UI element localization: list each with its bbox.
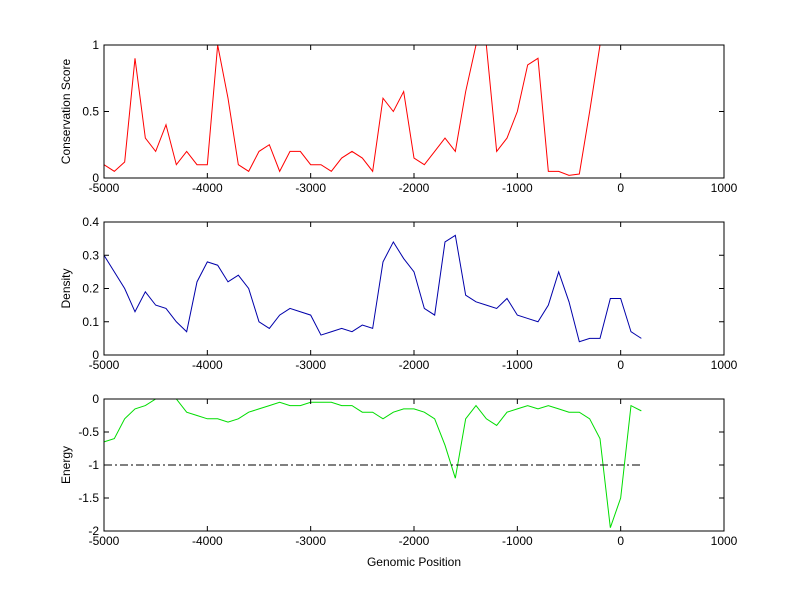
x-tick-label: -3000 [295,181,326,195]
x-tick-label: -2000 [399,534,430,548]
x-tick-label: -5000 [89,358,120,372]
x-tick-label: -5000 [89,534,120,548]
data-line [103,234,642,343]
y-tick-label: -1 [88,458,99,472]
x-tick-label: -1000 [502,358,533,372]
x-tick-label: -2000 [399,358,430,372]
y-tick-label: 0.2 [82,282,99,296]
x-tick-label: 0 [617,358,624,372]
x-tick-label: -5000 [89,181,120,195]
y-tick-label: 0.3 [82,248,99,262]
x-tick-label: 1000 [711,358,738,372]
x-tick-label: -1000 [502,181,533,195]
y-tick-label: 0 [92,392,99,406]
x-tick-label: 0 [617,181,624,195]
x-tick-label: -4000 [192,534,223,548]
x-tick-label: -4000 [192,181,223,195]
x-tick-label: -1000 [502,534,533,548]
y-tick-label: 0 [92,348,99,362]
x-tick-label: 1000 [711,181,738,195]
x-tick-label: 1000 [711,534,738,548]
x-tick-label: 0 [617,534,624,548]
x-tick-label: -3000 [295,358,326,372]
y-tick-label: -1.5 [78,491,99,505]
data-line [103,398,642,528]
y-tick-label: -0.5 [78,425,99,439]
y-tick-label: -2 [88,524,99,538]
y-tick-label: 1 [92,38,99,52]
x-axis-label: Genomic Position [367,555,461,569]
y-tick-label: 0.4 [82,215,99,229]
y-axis-label: Conservation Score [59,58,73,164]
y-tick-label: 0.5 [82,105,99,119]
y-tick-label: 0.1 [82,315,99,329]
y-tick-label: 0 [92,171,99,185]
y-axis-label: Energy [59,446,73,484]
x-tick-label: -4000 [192,358,223,372]
x-tick-label: -2000 [399,181,430,195]
y-axis-label: Density [59,268,73,308]
plot-area [104,222,724,355]
data-line [103,44,642,176]
x-tick-label: -3000 [295,534,326,548]
